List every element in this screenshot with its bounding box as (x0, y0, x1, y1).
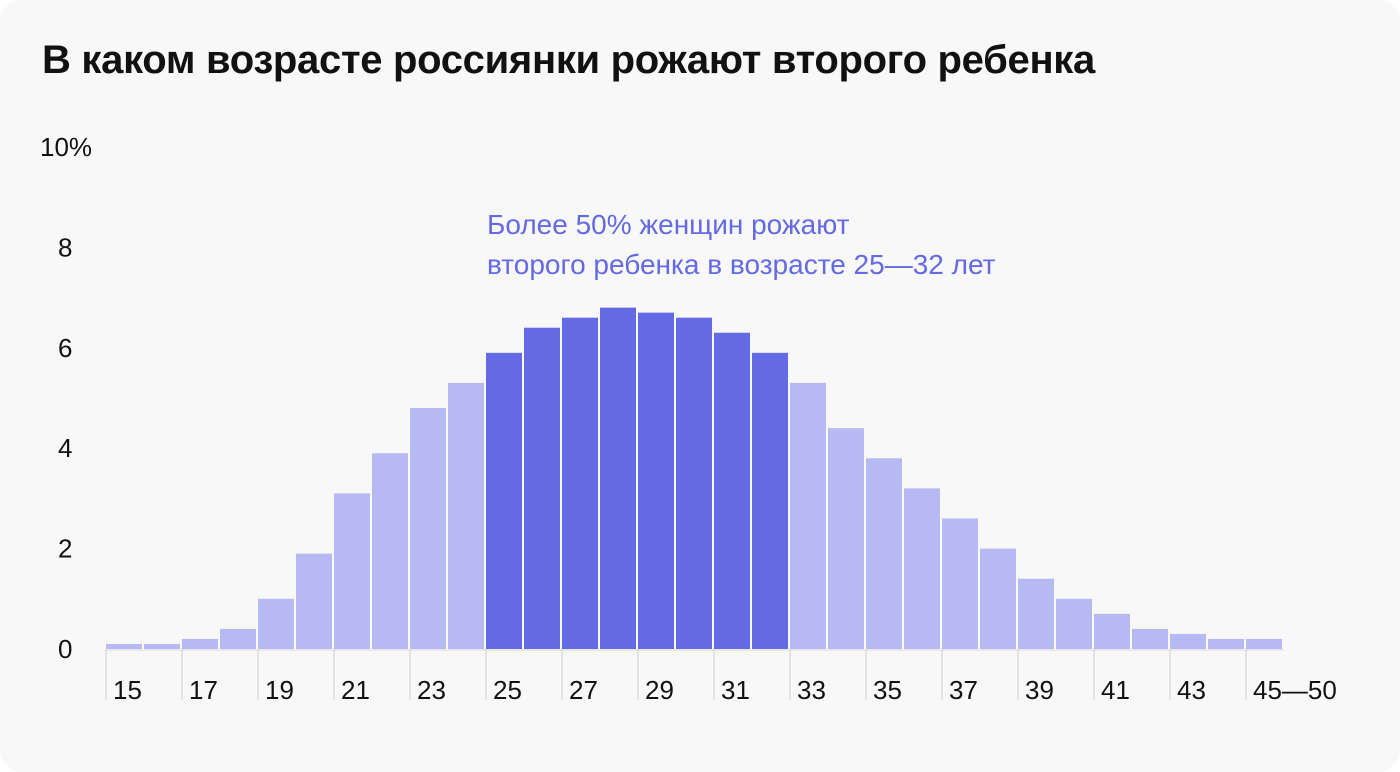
annotation-line: второго ребенка в возрасте 25—32 лет (487, 249, 996, 280)
bar-41 (1094, 613, 1130, 649)
bar-17 (182, 638, 218, 649)
bar-23 (410, 408, 446, 649)
bar-42 (1132, 628, 1168, 649)
bar-18 (220, 628, 256, 649)
bar-22 (372, 453, 408, 649)
x-tick-label: 29 (645, 675, 674, 705)
bar-37 (942, 518, 978, 649)
y-tick-label: 2 (58, 534, 72, 564)
x-tick-label: 19 (265, 675, 294, 705)
x-tick-label: 45—50 (1253, 675, 1337, 705)
bar-33 (790, 382, 826, 649)
bar-44 (1208, 638, 1244, 649)
x-tick-label: 21 (341, 675, 370, 705)
bar-19 (258, 598, 294, 649)
bar-27 (562, 317, 598, 649)
x-axis: 15 17 19 21 23 25 27 29 31 33 35 37 39 41 43 45—50 (105, 649, 1337, 705)
annotation: Более 50% женщин рожают второго ребенка в… (487, 209, 996, 280)
x-tick-label: 17 (189, 675, 218, 705)
x-tick-label: 43 (1177, 675, 1206, 705)
x-tick-label: 31 (721, 675, 750, 705)
bar-38 (980, 548, 1016, 649)
x-tick-label: 23 (417, 675, 446, 705)
x-tick-label: 25 (493, 675, 522, 705)
bar-24 (448, 382, 484, 649)
bar-25 (486, 352, 522, 649)
bar-39 (1018, 578, 1054, 649)
x-tick-label: 35 (873, 675, 902, 705)
bar-20 (296, 553, 332, 649)
y-tick-label: 10% (40, 132, 92, 162)
chart-title: В каком возрасте россиянки рожают второг… (42, 38, 1095, 82)
bar-28 (600, 307, 636, 649)
bar-31 (714, 332, 750, 649)
y-tick-label: 6 (58, 333, 72, 363)
bar-36 (904, 488, 940, 649)
bar-45—50 (1246, 638, 1282, 649)
x-tick-label: 37 (949, 675, 978, 705)
annotation-line: Более 50% женщин рожают (487, 209, 850, 240)
bar-30 (676, 317, 712, 649)
y-axis: 0 2 4 6 8 10% (40, 132, 92, 664)
x-tick-label: 15 (113, 675, 142, 705)
y-tick-label: 8 (58, 232, 72, 262)
y-tick-label: 4 (58, 433, 72, 463)
bar-15 (106, 643, 142, 649)
bar-43 (1170, 633, 1206, 649)
bar-35 (866, 458, 902, 649)
bar-26 (524, 327, 560, 649)
bar-40 (1056, 598, 1092, 649)
bars (106, 307, 1282, 649)
y-tick-label: 0 (58, 634, 72, 664)
x-tick-label: 39 (1025, 675, 1054, 705)
x-tick-label: 33 (797, 675, 826, 705)
x-tick-label: 41 (1101, 675, 1130, 705)
bar-16 (144, 643, 180, 649)
bar-29 (638, 312, 674, 649)
bar-34 (828, 428, 864, 649)
bar-21 (334, 493, 370, 649)
bar-32 (752, 352, 788, 649)
x-tick-label: 27 (569, 675, 598, 705)
